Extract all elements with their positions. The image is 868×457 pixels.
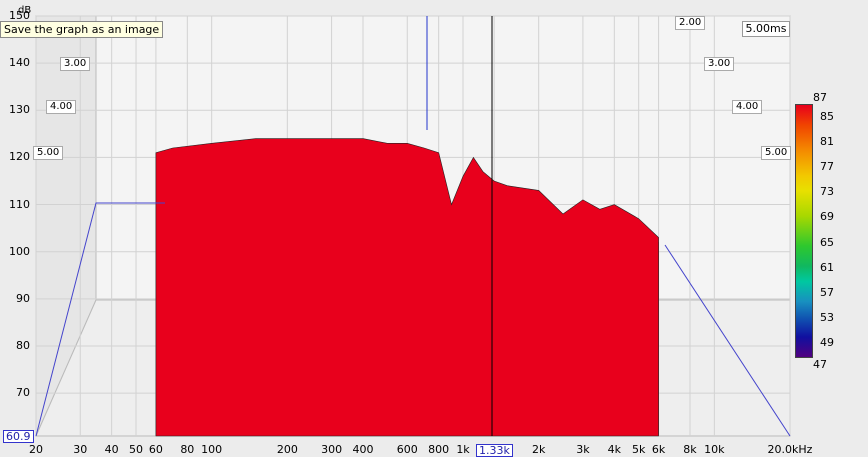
depth-label-right-3: 5.00 [761, 146, 792, 160]
colorbar-tick-label: 73 [820, 185, 834, 199]
depth-label-left-1: 4.00 [46, 100, 77, 114]
x-tick-label: 800 [428, 443, 450, 456]
x-tick-label: 200 [276, 443, 298, 456]
depth-label-right-0: 2.00 [675, 16, 706, 30]
cursor-floor-line-right [664, 244, 791, 437]
x-tick-label: 2k [531, 443, 546, 456]
colorbar-max-label: 87 [813, 91, 827, 104]
y-tick-label: 150 [9, 9, 30, 22]
y-axis-unit: dB [18, 5, 32, 16]
colorbar-tick-label: 57 [820, 286, 834, 299]
x-tick-label: 3k [576, 443, 590, 456]
x-tick-label: 5k [631, 443, 646, 456]
x-tick-label: 30 [73, 443, 88, 456]
y-tick-label: 80 [16, 338, 30, 352]
waterfall-surface [155, 138, 659, 437]
y-tick-label: 120 [9, 150, 30, 164]
x-tick-label: 20 [29, 443, 43, 456]
depth-label-left-2: 5.00 [33, 146, 64, 160]
save-image-tooltip: Save the graph as an image [0, 21, 164, 38]
x-tick-label: 80 [180, 443, 195, 456]
y-tick-label: 140 [9, 56, 30, 70]
cursor-x-readout: 1.33k [476, 444, 513, 457]
depth-label-left-0: 3.00 [60, 57, 91, 71]
x-tick-label: 400 [352, 443, 374, 456]
cursor-y-readout: 60.9 [3, 430, 34, 443]
x-tick-label: 4k [607, 443, 621, 456]
depth-label-right-2: 4.00 [732, 100, 763, 114]
colorbar [795, 104, 813, 358]
y-tick-label: 70 [16, 386, 30, 400]
colorbar-tick-label: 53 [820, 311, 834, 325]
x-tick-label: 8k [683, 443, 697, 456]
cursor-floor-line-left [35, 202, 165, 437]
colorbar-tick-label: 49 [820, 336, 834, 350]
x-tick-label: 600 [396, 443, 418, 456]
x-tick-label: 1k [456, 443, 470, 456]
depth-label-right-1: 3.00 [704, 57, 735, 71]
waterfall-slice [155, 138, 659, 437]
y-tick-label: 110 [9, 197, 30, 211]
colorbar-tick-label: 77 [820, 160, 834, 173]
colorbar-tick-label: 65 [820, 235, 834, 249]
x-tick-label: 10k [704, 443, 725, 456]
delay-readout: 5.00ms [742, 21, 790, 37]
colorbar-tick-label: 69 [820, 210, 834, 224]
y-tick-label: 130 [9, 103, 30, 117]
y-tick-label: 100 [9, 244, 30, 258]
colorbar-min-label: 47 [813, 358, 827, 371]
colorbar-tick-label: 81 [820, 134, 834, 148]
x-tick-label: 20.0kHz [767, 443, 813, 456]
y-tick-label: 90 [16, 291, 30, 305]
x-tick-label: 6k [651, 443, 666, 456]
x-tick-label: 60 [148, 443, 163, 456]
x-tick-label: 300 [321, 443, 343, 456]
x-tick-label: 50 [129, 443, 143, 456]
x-tick-label: 100 [201, 443, 223, 456]
x-tick-label: 40 [104, 443, 119, 456]
colorbar-tick-label: 85 [820, 109, 834, 123]
colorbar-tick-label: 61 [820, 260, 834, 274]
